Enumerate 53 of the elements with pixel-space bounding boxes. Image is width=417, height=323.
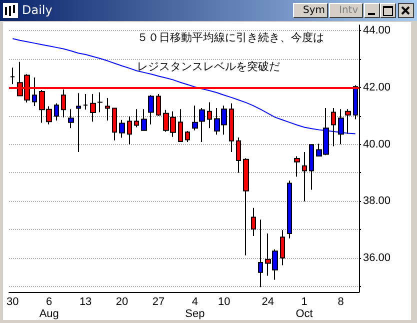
annotation: レジスタンスレベルを突破だ	[137, 60, 280, 73]
x-tick-label: 13	[79, 296, 92, 308]
candlestick	[243, 158, 249, 256]
candlestick	[141, 108, 147, 131]
candlestick	[199, 107, 205, 143]
x-tick-label: 1 Oct	[296, 296, 313, 320]
annotation: ５０日移動平均線に引き続き、今度は	[137, 31, 324, 44]
text: Intv	[329, 3, 363, 18]
x-tick-label: 20	[116, 296, 128, 308]
x-tick-label: 30	[6, 296, 19, 308]
candlestick	[68, 108, 74, 129]
candlestick	[331, 107, 336, 147]
candlestick	[294, 156, 300, 178]
candlestick	[302, 151, 307, 202]
text: Sym	[293, 3, 328, 18]
candlestick	[280, 230, 285, 266]
candlestick	[236, 136, 241, 174]
candlestick	[32, 77, 37, 106]
candlestick	[127, 116, 132, 145]
candlestick	[119, 119, 125, 138]
candlestick	[207, 102, 212, 129]
candlestick	[83, 94, 88, 110]
x-tick-label: 27	[152, 296, 165, 308]
chart-title: Daily	[22, 3, 52, 17]
candlestick	[90, 94, 96, 122]
candlestick	[148, 94, 154, 125]
candlestick	[185, 130, 190, 143]
candlestick	[105, 98, 110, 121]
candlestick	[229, 102, 234, 152]
candlestick	[54, 102, 59, 121]
y-tick-label: 40.00	[363, 138, 391, 150]
candlestick	[192, 105, 198, 131]
x-tick-label: 6 Aug	[39, 296, 59, 320]
y-tick-label: 38.00	[363, 195, 391, 208]
candlestick	[97, 92, 103, 113]
y-tick-label: 44.00	[363, 24, 391, 37]
x-tick-label: 4 Sep	[185, 296, 205, 320]
y-tick-label: 36.00	[363, 252, 391, 264]
x-tick-label: 24	[262, 296, 274, 308]
candlestick	[258, 219, 263, 288]
candlestick	[112, 108, 117, 141]
y-tick-label: 42.00	[363, 81, 391, 94]
candlestick	[156, 94, 161, 116]
candlestick	[251, 207, 256, 237]
candlestick	[345, 108, 351, 134]
candlestick	[309, 144, 314, 190]
candlestick	[134, 108, 139, 128]
candlestick	[178, 108, 183, 142]
candlestick	[10, 67, 15, 85]
x-tick-label: 10	[218, 296, 230, 308]
candlestick	[76, 92, 81, 152]
x-tick-label: 8	[338, 296, 344, 308]
candlestick	[287, 180, 292, 239]
